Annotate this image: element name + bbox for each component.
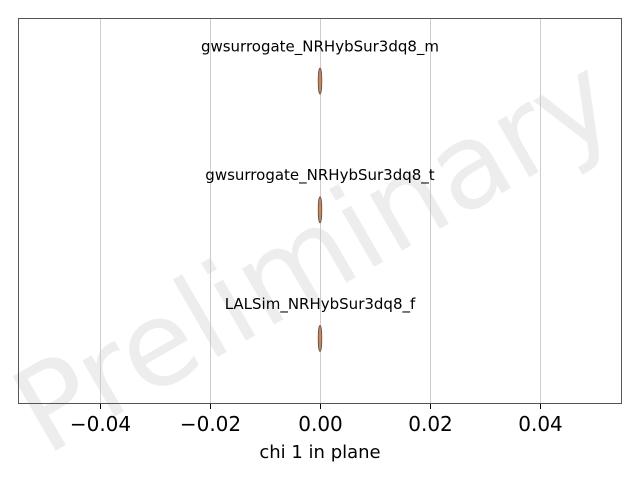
x-tick-label: −0.04 [70, 412, 131, 436]
x-tick-label: 0.02 [408, 412, 453, 436]
plot-frame [18, 18, 622, 404]
x-axis: −0.04 −0.02 0.00 0.02 0.04 [70, 404, 563, 436]
violin [317, 67, 323, 95]
x-tick-label: 0.00 [298, 412, 343, 436]
x-tick-label: 0.04 [518, 412, 563, 436]
violin [317, 196, 323, 224]
plot-area: gwsurrogate_NRHybSur3dq8_m gwsurrogate_NR… [201, 37, 439, 352]
series-label: gwsurrogate_NRHybSur3dq8_t [205, 166, 434, 185]
violin [317, 324, 323, 352]
series-label: gwsurrogate_NRHybSur3dq8_m [201, 37, 439, 56]
series-label: LALSim_NRHybSur3dq8_f [225, 295, 416, 314]
x-axis-label: chi 1 in plane [259, 442, 380, 463]
x-tick-label: −0.02 [180, 412, 241, 436]
